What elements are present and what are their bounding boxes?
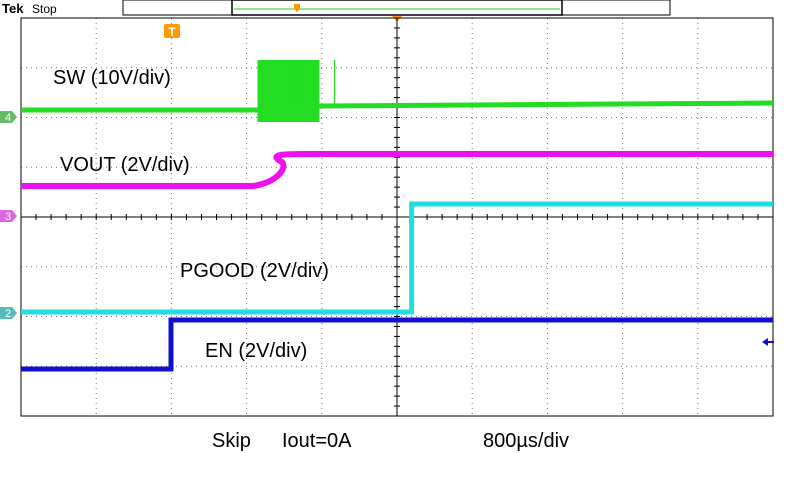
series-label-en: EN (2V/div) xyxy=(205,340,307,362)
footer-timebase: 800µs/div xyxy=(483,430,569,452)
waveform-area xyxy=(21,60,774,372)
record-trigger-marker xyxy=(294,4,300,12)
trigger-time-marker-label: T xyxy=(168,25,176,39)
record-view-window xyxy=(231,0,563,16)
graticule xyxy=(20,17,774,417)
trace-sw-settled xyxy=(319,100,774,109)
channel-marker-2-label: 2 xyxy=(5,308,11,320)
ch1-offscreen-arrow-icon xyxy=(762,338,774,346)
trigger-time-marker: T xyxy=(164,24,180,39)
brand-label: Tek xyxy=(2,1,24,16)
footer-mode: Skip xyxy=(212,430,251,452)
trace-sw-late-pulses xyxy=(293,60,336,104)
channel-marker-4-label: 4 xyxy=(5,112,11,124)
graticule-frame xyxy=(20,17,774,417)
trace-sw-burst-dense xyxy=(257,60,320,122)
channel-marker-4: 4 xyxy=(0,111,17,124)
channel-marker-2: 2 xyxy=(0,307,17,320)
series-label-pgood: PGOOD (2V/div) xyxy=(180,260,329,282)
series-label-sw: SW (10V/div) xyxy=(53,67,171,89)
acquisition-status: Stop xyxy=(32,2,57,16)
channel-marker-3: 3 xyxy=(0,210,17,223)
channel-marker-3-label: 3 xyxy=(5,211,11,223)
trace-vout xyxy=(21,151,773,189)
footer-load: Iout=0A xyxy=(282,430,352,452)
series-label-vout: VOUT (2V/div) xyxy=(60,154,190,176)
